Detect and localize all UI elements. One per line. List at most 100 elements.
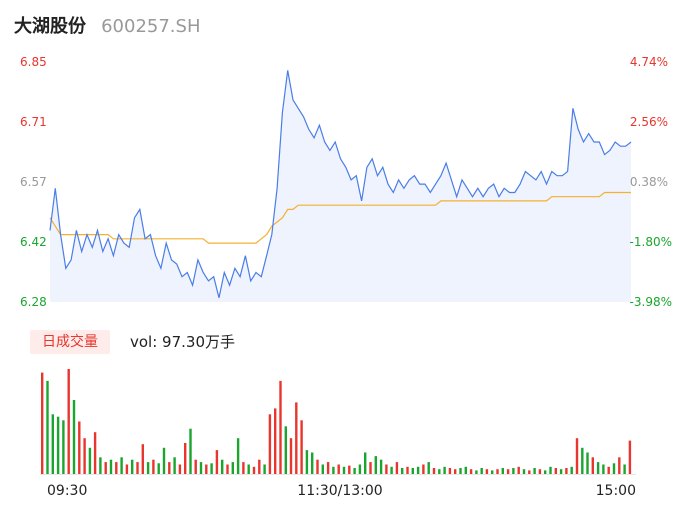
volume-bar	[115, 462, 118, 474]
volume-bar	[559, 469, 563, 474]
volume-bar	[602, 464, 605, 474]
volume-bar	[41, 372, 44, 474]
stock-header: 大湖股份 600257.SH	[14, 12, 201, 40]
volume-bar	[475, 470, 478, 474]
volume-bar	[618, 457, 621, 474]
volume-bars	[40, 369, 636, 475]
volume-bar	[443, 466, 446, 474]
x-tick: 09:30	[47, 483, 87, 499]
volume-bar	[432, 468, 436, 474]
volume-bar	[528, 470, 531, 474]
volume-bar	[194, 459, 197, 474]
y-axis-left: 6.85 6.71 6.57 6.42 6.28	[20, 55, 47, 309]
volume-bar	[501, 468, 504, 474]
volume-bar	[146, 462, 150, 474]
volume-bar	[348, 465, 351, 474]
volume-bar	[289, 438, 293, 474]
volume-bar	[358, 464, 362, 474]
volume-bar	[162, 447, 166, 475]
stock-name: 大湖股份	[14, 16, 86, 37]
volume-bar	[242, 462, 245, 474]
volume-bar	[46, 380, 49, 474]
volume-bar	[570, 466, 573, 474]
volume-bar	[141, 444, 144, 474]
volume-bar	[56, 416, 60, 474]
x-tick: 11:30/13:00	[297, 483, 382, 499]
volume-bar	[99, 457, 102, 474]
volume-bar	[326, 462, 330, 474]
volume-bar	[506, 469, 510, 474]
volume-bar	[406, 466, 409, 474]
volume-bar	[390, 466, 393, 474]
volume-bar	[422, 464, 425, 474]
volume-bar	[247, 464, 250, 474]
volume-bar	[496, 469, 499, 474]
volume-bar	[279, 380, 282, 474]
y-tick-right: -1.80%	[630, 235, 672, 249]
y-tick-right: -3.98%	[630, 295, 672, 309]
volume-bar	[581, 447, 584, 475]
volume-bar	[252, 466, 256, 474]
stock-code: 600257.SH	[101, 16, 201, 37]
volume-bar	[125, 464, 129, 474]
y-tick-right: 4.74%	[630, 55, 668, 69]
volume-bar	[311, 452, 314, 474]
volume-bar	[575, 438, 579, 474]
y-tick-left: 6.85	[20, 55, 47, 69]
volume-bar	[258, 459, 261, 474]
volume-bar	[210, 463, 213, 474]
volume-bar	[189, 428, 192, 474]
volume-bar	[628, 440, 632, 474]
volume-value: vol: 97.30万手	[130, 333, 235, 351]
volume-bar	[395, 462, 399, 474]
volume-bar	[168, 462, 171, 474]
volume-bar	[517, 466, 520, 474]
volume-bar	[353, 468, 356, 474]
y-tick-right: 0.38%	[630, 175, 668, 189]
volume-bar	[427, 462, 430, 474]
volume-bar	[480, 468, 483, 474]
y-tick-left: 6.42	[20, 235, 47, 249]
volume-bar	[83, 438, 86, 474]
volume-bar	[263, 464, 266, 474]
volume-bar	[305, 450, 309, 474]
volume-bar	[51, 414, 54, 474]
volume-bar	[512, 468, 515, 474]
price-area-fill	[50, 70, 631, 303]
volume-bar	[62, 420, 65, 474]
volume-bar	[131, 459, 134, 474]
volume-bar	[236, 438, 240, 474]
volume-bar	[88, 447, 92, 475]
volume-bar	[369, 462, 372, 474]
volume-bar	[385, 464, 388, 474]
volume-bar	[321, 464, 324, 474]
volume-bar	[205, 464, 208, 474]
volume-bar	[533, 468, 536, 474]
volume-bar	[464, 466, 467, 474]
volume-bar	[316, 459, 319, 474]
volume-bar	[364, 452, 367, 474]
volume-bar	[607, 466, 610, 474]
volume-bar	[554, 468, 557, 474]
volume-bar	[416, 466, 420, 474]
x-tick: 15:00	[596, 483, 636, 499]
volume-bar	[184, 443, 187, 474]
volume-tag: 日成交量	[30, 330, 110, 354]
volume-bar	[549, 466, 552, 474]
volume-bar	[215, 450, 219, 474]
volume-bar	[454, 469, 457, 474]
volume-bar	[374, 456, 377, 474]
volume-bar	[274, 408, 277, 474]
y-axis-right: 4.74% 2.56% 0.38% -1.80% -3.98%	[630, 55, 672, 309]
volume-bar	[231, 462, 234, 474]
volume-bar	[67, 369, 70, 474]
volume-bar	[284, 426, 287, 474]
volume-bar	[596, 462, 600, 474]
volume-bar	[300, 420, 303, 474]
volume-bar	[342, 466, 346, 474]
volume-bar	[612, 463, 616, 474]
volume-bar	[379, 459, 383, 474]
y-tick-left: 6.57	[20, 175, 47, 189]
volume-bar	[544, 470, 547, 474]
